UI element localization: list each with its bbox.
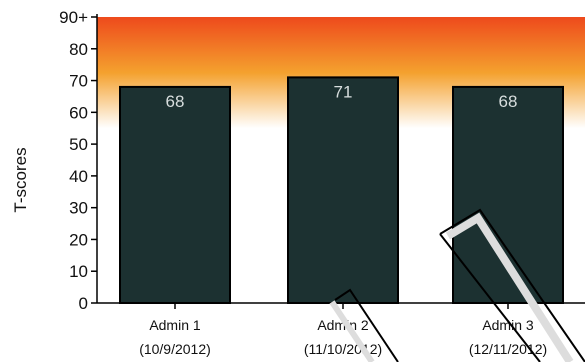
bar-2 [287,76,399,304]
y-tick-label: 60 [69,103,88,122]
y-tick-label: 50 [69,135,88,154]
x-category-label: Admin 1 [149,317,201,333]
bar-1 [119,85,231,304]
y-tick-label: 80 [69,40,88,59]
y-tick-label: 20 [69,230,88,249]
x-category-label: Admin 2 [317,317,369,333]
y-tick-label: 0 [79,294,88,313]
data-label: 71 [334,82,353,101]
y-tick-label: 90+ [59,8,88,27]
watermark-arrows [329,208,585,362]
y-tick-label: 30 [69,199,88,218]
data-label: 68 [166,92,185,111]
x-category-date: (10/9/2012) [139,341,211,357]
y-tick-label: 10 [69,262,88,281]
y-tick-label: 70 [69,72,88,91]
y-tick-label: 40 [69,167,88,186]
x-category-label: Admin 3 [482,317,534,333]
data-label: 68 [499,92,518,111]
y-axis-title: T-scores [11,147,30,212]
